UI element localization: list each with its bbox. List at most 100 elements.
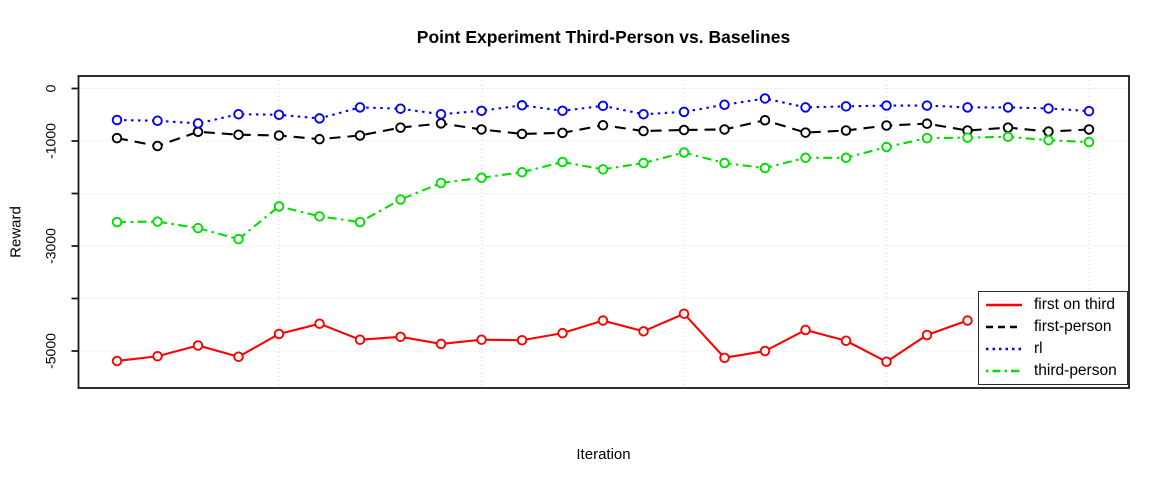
data-point-marker [354,334,366,345]
data-point-marker [719,99,730,111]
legend-label: first-person [1034,318,1112,335]
data-point-marker [516,166,528,178]
data-point-marker [435,108,447,120]
data-point-marker [759,93,771,104]
data-point-marker [921,132,933,144]
data-point-marker [192,222,204,234]
data-point-marker [597,100,609,112]
legend-line-sample [986,369,1022,373]
data-point-marker [597,315,609,326]
legend-line-sample [986,325,1022,329]
data-point-marker [354,130,366,141]
data-point-marker [476,172,487,183]
data-point-marker [800,102,811,113]
data-point-marker [921,329,933,341]
data-point-marker [152,351,163,362]
data-point-marker [395,331,406,343]
data-point-marker [516,100,528,111]
series-line-third-person [116,135,1090,241]
legend-line-sample [986,303,1022,307]
data-point-marker [962,132,973,143]
data-point-marker [1043,103,1054,114]
data-point-marker [800,324,811,336]
plot-border [77,75,1130,389]
data-point-marker [597,119,609,131]
data-point-marker [759,115,771,126]
legend-label: rl [1034,340,1043,357]
data-point-marker [516,334,528,346]
data-point-marker [233,129,244,140]
legend-item-third-person: third-person [985,360,1121,382]
y-axis-label: Reward [7,206,25,258]
data-point-marker [192,118,204,129]
data-point-marker [840,335,852,347]
data-point-marker [395,122,406,133]
data-point-marker [516,128,528,140]
data-point-marker [638,125,649,137]
data-point-marker [152,115,163,127]
data-point-marker [152,216,163,227]
data-point-marker [1083,124,1095,135]
y-tick-label: 0 [43,84,59,92]
data-point-marker [476,334,487,345]
data-point-marker [678,106,690,118]
data-point-marker [354,102,366,113]
data-point-marker [1043,126,1054,137]
y-tick-label: -3000 [43,228,59,264]
data-point-marker [1002,102,1014,113]
data-point-marker [1083,136,1095,148]
data-point-marker [638,326,649,337]
data-point-marker [273,328,285,340]
data-point-marker [759,345,771,357]
data-point-marker [476,124,487,135]
data-point-marker [557,156,568,168]
legend-item-first-person: first-person [985,316,1121,338]
data-point-marker [111,355,123,367]
data-point-marker [435,177,447,189]
data-point-marker [192,340,204,351]
y-tick-label: -5000 [43,333,59,369]
data-point-marker [962,102,973,113]
data-point-marker [719,157,730,169]
data-point-marker [759,162,771,174]
data-point-marker [233,108,244,120]
data-point-marker [192,126,204,138]
data-point-marker [1043,134,1054,146]
data-point-marker [881,141,892,153]
data-point-marker [840,125,852,136]
data-point-marker [557,127,568,139]
data-point-marker [638,108,649,120]
series-line-first-on-third [116,312,968,363]
chart-title: Point Experiment Third-Person vs. Baseli… [416,27,791,47]
data-point-marker [881,356,892,368]
data-point-marker [111,132,123,144]
data-point-marker [354,216,366,228]
data-point-marker [314,211,325,222]
data-point-marker [476,105,487,117]
legend-line-sample [986,347,1022,351]
data-point-marker [273,109,285,120]
data-point-marker [881,100,892,111]
data-point-marker [1083,105,1095,117]
data-point-marker [962,315,973,326]
legend: first on third first-person rl third-person [978,291,1128,385]
data-point-marker [1002,131,1014,143]
data-point-marker [921,100,933,111]
data-point-marker [233,233,244,245]
data-point-marker [840,152,852,164]
data-point-marker [597,164,609,175]
legend-item-first-on-third: first on third [985,294,1121,316]
legend-label: first on third [1034,296,1115,313]
data-point-marker [314,133,325,145]
data-point-marker [921,118,933,129]
data-point-marker [314,113,325,124]
data-point-marker [800,127,811,138]
data-point-marker [152,140,163,152]
legend-label: third-person [1034,362,1117,379]
data-point-marker [1002,122,1014,133]
data-point-marker [395,103,406,114]
data-point-marker [273,130,285,141]
data-point-marker [840,101,852,112]
data-point-marker [111,114,123,126]
